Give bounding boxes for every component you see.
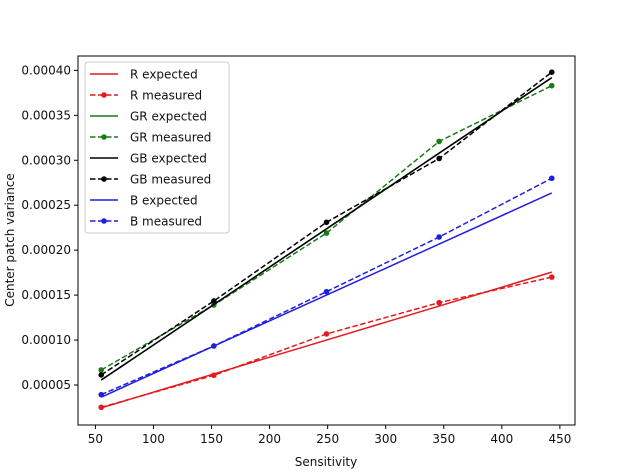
- data-point: [98, 372, 105, 378]
- y-axis-label: Center patch variance: [3, 173, 17, 307]
- series-b-expected: [100, 192, 553, 398]
- plot-lines: [98, 69, 555, 411]
- data-point: [436, 138, 442, 145]
- x-tick-label: 200: [258, 432, 281, 446]
- legend-entry: GB measured: [90, 173, 211, 187]
- x-axis-label: Sensitivity: [295, 455, 357, 469]
- data-point: [211, 343, 217, 349]
- data-point: [211, 298, 217, 304]
- x-axis: 50 100 150 200 250 300 350 400 450: [88, 425, 571, 446]
- series-line: [100, 76, 553, 381]
- x-tick-label: 350: [432, 432, 455, 446]
- legend-entry: GB expected: [90, 152, 207, 166]
- x-tick-label: 400: [490, 432, 513, 446]
- data-point: [211, 372, 217, 379]
- legend-label: GR measured: [130, 131, 211, 145]
- y-tick-label: 0.00040: [21, 63, 71, 77]
- data-point: [98, 391, 105, 398]
- legend-label: B measured: [130, 215, 202, 229]
- legend-entry: GR measured: [90, 131, 211, 145]
- legend-label: GR expected: [130, 110, 207, 124]
- y-tick-label: 0.00020: [21, 243, 71, 257]
- y-tick-label: 0.00005: [21, 378, 71, 392]
- legend-entry: B expected: [90, 194, 198, 208]
- legend-box: [84, 61, 230, 234]
- series-line: [100, 177, 553, 396]
- legend-label: R measured: [130, 89, 202, 103]
- data-point: [323, 288, 330, 295]
- series-line: [100, 192, 553, 398]
- x-tick-label: 300: [374, 432, 397, 446]
- legend-entry: R measured: [90, 89, 202, 103]
- data-point: [436, 234, 442, 240]
- y-tick-label: 0.00030: [21, 153, 71, 167]
- x-tick-label: 150: [200, 432, 223, 446]
- data-point: [548, 274, 555, 280]
- legend-label: B expected: [130, 194, 198, 208]
- data-point: [323, 331, 330, 337]
- legend-entry: R expected: [90, 68, 198, 82]
- data-point: [548, 82, 555, 89]
- data-point: [548, 175, 555, 182]
- legend-label: R expected: [130, 68, 198, 82]
- legend-marker: [101, 218, 107, 224]
- series-r-measured: [98, 274, 555, 411]
- series-gb-measured: [98, 69, 555, 378]
- data-point: [548, 69, 555, 75]
- data-point: [323, 230, 330, 236]
- series-line: [100, 84, 553, 371]
- x-tick-label: 100: [142, 432, 165, 446]
- x-tick-label: 50: [88, 432, 103, 446]
- y-tick-label: 0.00025: [21, 198, 71, 212]
- series-gb-expected: [100, 76, 553, 381]
- legend-label: GB measured: [130, 173, 211, 187]
- y-axis: 0.00005 0.00010 0.00015 0.00020 0.00025 0.000…: [21, 63, 78, 392]
- data-point: [98, 404, 105, 411]
- legend-marker: [101, 176, 107, 182]
- legend-marker: [101, 134, 107, 140]
- legend-entry: B measured: [90, 215, 202, 229]
- x-tick-label: 450: [548, 432, 571, 446]
- y-tick-label: 0.00035: [21, 108, 71, 122]
- legend-marker: [101, 92, 107, 98]
- legend-entry: GR expected: [90, 110, 207, 124]
- axes-frame: [77, 55, 576, 426]
- legend: R expected R measured GR expected GR measur…: [84, 61, 230, 234]
- legend-label: GB expected: [130, 152, 207, 166]
- data-point: [436, 299, 442, 306]
- data-point: [98, 367, 105, 373]
- y-tick-label: 0.00015: [21, 288, 71, 302]
- y-tick-label: 0.00010: [21, 333, 71, 347]
- data-point: [436, 155, 442, 162]
- x-tick-label: 250: [316, 432, 339, 446]
- data-point: [323, 219, 330, 226]
- series-b-measured: [98, 175, 555, 398]
